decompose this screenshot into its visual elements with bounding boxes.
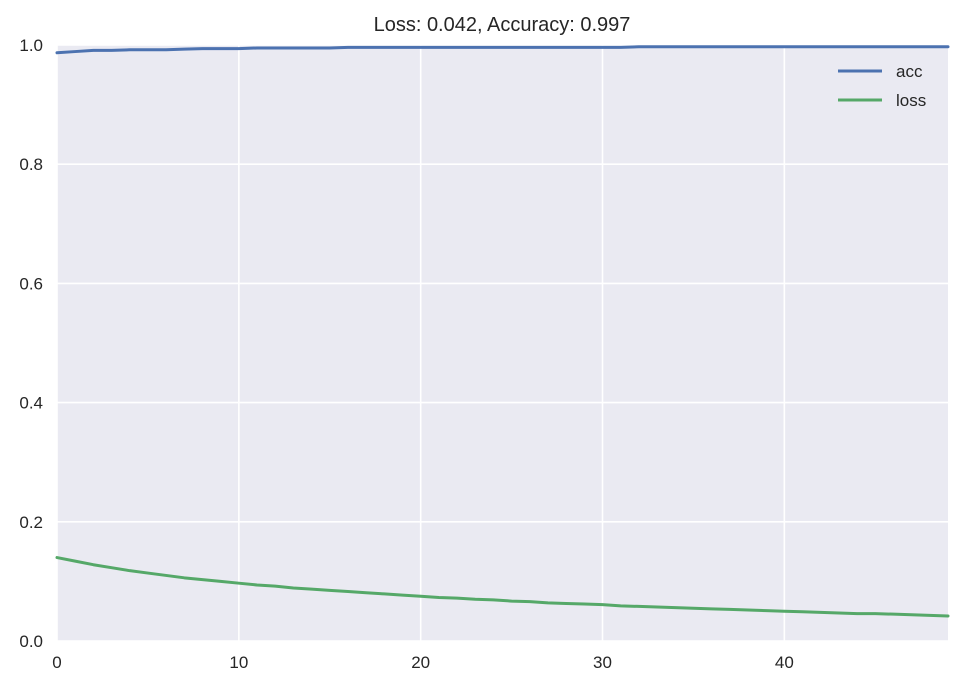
- series-lines: [55, 45, 950, 618]
- x-tick-label-1: 10: [229, 653, 248, 672]
- y-tick-label-3: 0.6: [19, 274, 43, 293]
- x-tick-label-4: 40: [775, 653, 794, 672]
- axis-tick-labels: 0.0 0.2 0.4 0.6 0.8 1.0 0 10 20 30 40: [19, 36, 793, 672]
- y-tick-label-5: 1.0: [19, 36, 43, 55]
- series-line-acc: [55, 45, 950, 55]
- y-tick-label-0: 0.0: [19, 632, 43, 651]
- legend: acc loss: [838, 62, 926, 110]
- y-tick-label-4: 0.8: [19, 155, 43, 174]
- x-tick-label-2: 20: [411, 653, 430, 672]
- x-tick-label-3: 30: [593, 653, 612, 672]
- x-tick-label-0: 0: [52, 653, 61, 672]
- plot-area: [57, 45, 948, 641]
- grid-lines: [56, 44, 948, 642]
- legend-label-acc: acc: [896, 62, 923, 81]
- chart-title: Loss: 0.042, Accuracy: 0.997: [374, 14, 631, 36]
- y-tick-label-2: 0.4: [19, 394, 43, 413]
- legend-label-loss: loss: [896, 91, 926, 110]
- y-tick-label-1: 0.2: [19, 513, 43, 532]
- series-line-loss: [55, 556, 950, 618]
